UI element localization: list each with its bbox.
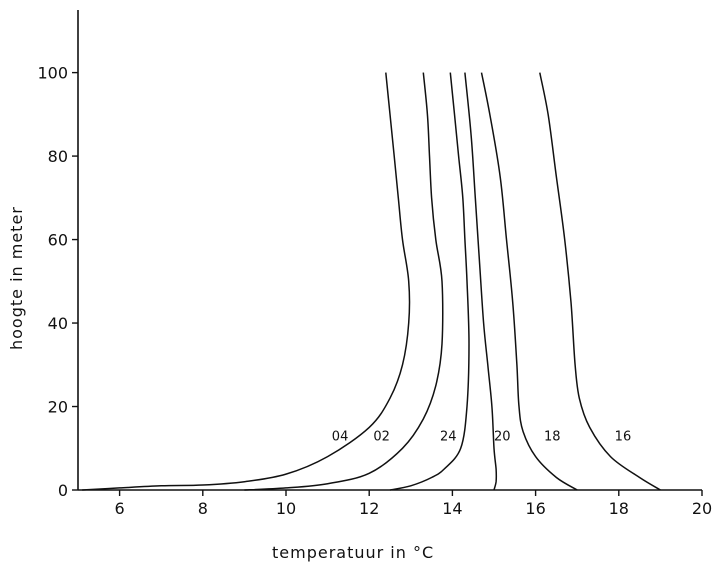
series-label-18: 18 <box>544 430 561 445</box>
series-line-02 <box>244 72 444 491</box>
y-tick-label: 0 <box>58 481 68 500</box>
curve-labels: 04 02 24 20 18 16 <box>332 430 631 445</box>
y-tick-label: 40 <box>48 314 68 333</box>
x-tick-label: 6 <box>115 499 125 518</box>
y-tick-label: 20 <box>48 398 68 417</box>
x-tick-label: 10 <box>276 499 296 518</box>
series-line-24 <box>389 72 470 491</box>
series-line-20 <box>464 72 498 491</box>
x-axis-title: temperatuur in °C <box>272 543 434 562</box>
series-label-24: 24 <box>440 430 457 445</box>
plot-axes <box>77 10 702 491</box>
x-tick-label: 20 <box>692 499 712 518</box>
curves <box>82 72 661 491</box>
y-tick-label: 100 <box>37 64 68 83</box>
x-tick-label: 8 <box>198 499 208 518</box>
y-tick-label: 60 <box>48 231 68 250</box>
y-axis-title: hoogte in meter <box>7 206 26 350</box>
series-label-02: 02 <box>373 430 390 445</box>
x-tick-label: 18 <box>609 499 629 518</box>
series-label-16: 16 <box>615 430 632 445</box>
y-tick-label: 80 <box>48 147 68 166</box>
series-label-20: 20 <box>494 430 511 445</box>
series-line-18 <box>480 72 578 491</box>
series-label-04: 04 <box>332 430 349 445</box>
x-tick-label: 14 <box>442 499 462 518</box>
series-line-16 <box>539 72 661 491</box>
series-line-04 <box>82 72 411 491</box>
x-tick-label: 16 <box>525 499 545 518</box>
x-tick-label: 12 <box>359 499 379 518</box>
